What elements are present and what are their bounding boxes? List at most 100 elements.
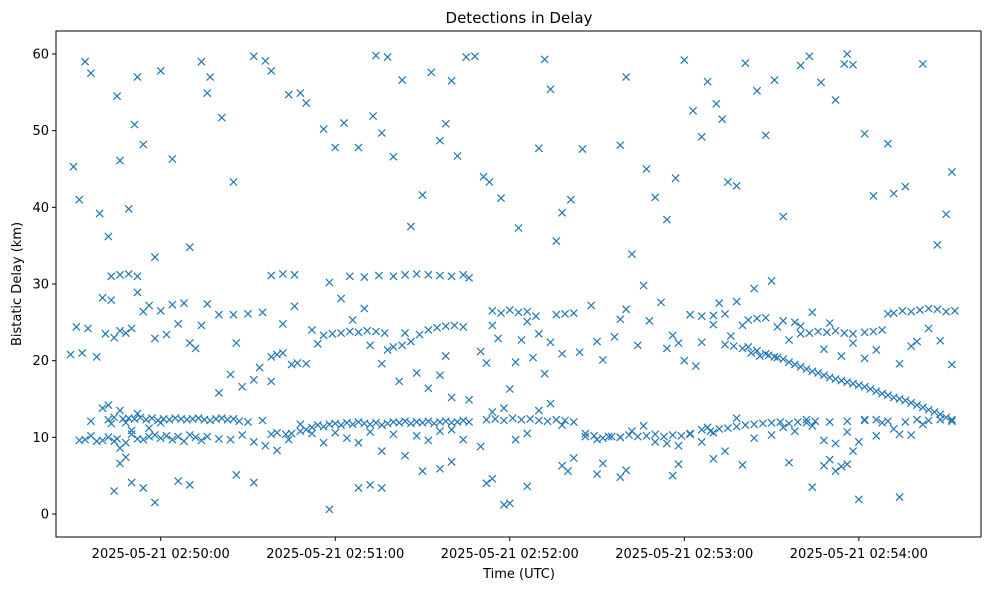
detection-point: [243, 417, 253, 427]
detection-point: [593, 435, 602, 444]
detection-point: [412, 368, 421, 377]
detection-point: [290, 302, 299, 311]
detection-point: [395, 418, 404, 427]
detection-point: [488, 306, 497, 315]
detection-point: [558, 421, 567, 430]
detection-point: [860, 415, 869, 424]
detection-point: [206, 72, 215, 82]
detection-point: [872, 387, 881, 396]
detection-point: [814, 327, 823, 336]
detection-point: [226, 435, 235, 444]
detection-point: [779, 355, 788, 364]
detection-point: [744, 342, 753, 351]
detection-point: [447, 76, 456, 85]
detection-point: [569, 309, 578, 318]
detection-point: [895, 430, 904, 439]
detection-point: [115, 270, 125, 279]
detection-point: [822, 328, 831, 337]
detection-point: [942, 210, 951, 219]
detection-point: [401, 270, 410, 279]
detection-point: [776, 417, 785, 427]
detection-point: [808, 483, 817, 492]
detection-point: [147, 414, 157, 423]
detection-point: [825, 319, 834, 328]
detection-point: [406, 419, 415, 428]
detection-point: [779, 212, 788, 221]
detection-point: [104, 401, 113, 410]
detection-point: [121, 329, 130, 338]
y-tick-label: 50: [32, 124, 49, 139]
detection-point: [790, 427, 799, 436]
detection-point: [848, 60, 858, 69]
detection-point: [69, 162, 78, 171]
detection-point: [127, 324, 136, 333]
detection-point: [418, 467, 427, 476]
detection-point: [377, 359, 386, 368]
detection-point: [767, 431, 776, 440]
detection-point: [872, 415, 881, 424]
detection-point: [121, 418, 130, 427]
detection-point: [261, 441, 270, 450]
detection-point: [110, 333, 119, 342]
detection-point: [194, 414, 203, 423]
detection-point: [674, 460, 683, 469]
detection-point: [331, 143, 340, 152]
detection-point: [174, 432, 183, 441]
detection-point: [354, 438, 363, 447]
detection-point: [465, 273, 474, 282]
detection-point: [805, 329, 814, 338]
detection-point: [680, 56, 689, 65]
detection-point: [531, 312, 540, 321]
detection-point: [229, 310, 238, 319]
detection-point: [284, 90, 293, 99]
detection-point: [290, 270, 299, 279]
detection-point: [427, 68, 436, 77]
detection-point: [686, 430, 695, 439]
detection-point: [406, 337, 415, 346]
detection-point: [278, 319, 287, 328]
detection-point: [150, 498, 159, 507]
detection-point: [604, 432, 613, 441]
detection-point: [662, 215, 671, 224]
detection-point: [689, 106, 698, 115]
detection-point: [831, 95, 840, 105]
detection-point: [523, 317, 532, 326]
detection-point: [581, 432, 590, 441]
detection-point: [686, 310, 695, 319]
detection-point: [924, 405, 933, 414]
detection-point: [459, 322, 468, 331]
detection-point: [773, 322, 782, 331]
detection-point: [72, 322, 81, 331]
detection-point: [133, 288, 142, 297]
detection-point: [552, 237, 561, 246]
detection-point: [718, 115, 727, 124]
detection-point: [447, 393, 456, 402]
detection-point: [802, 365, 811, 374]
detection-point: [933, 305, 942, 314]
detection-point: [505, 385, 514, 394]
detection-point: [895, 493, 904, 502]
detection-point: [947, 360, 956, 369]
detection-point: [627, 250, 636, 259]
detection-point: [115, 156, 125, 165]
detection-point: [860, 129, 869, 138]
detection-point: [715, 424, 724, 433]
detection-point: [197, 436, 206, 445]
detection-point: [130, 120, 139, 129]
detection-point: [796, 329, 805, 338]
detection-point: [441, 322, 450, 331]
detection-point: [494, 334, 503, 343]
detection-point: [360, 304, 369, 313]
detection-point: [511, 358, 520, 367]
detection-point: [319, 438, 328, 447]
detection-point: [459, 435, 468, 444]
detection-point: [860, 382, 869, 391]
detection-point: [296, 89, 305, 98]
detection-point: [505, 499, 514, 508]
detection-point: [107, 272, 116, 281]
detection-point: [441, 417, 450, 426]
detection-point: [104, 232, 113, 241]
detection-point: [284, 435, 293, 444]
detection-point: [819, 371, 828, 380]
detection-point: [162, 330, 171, 339]
